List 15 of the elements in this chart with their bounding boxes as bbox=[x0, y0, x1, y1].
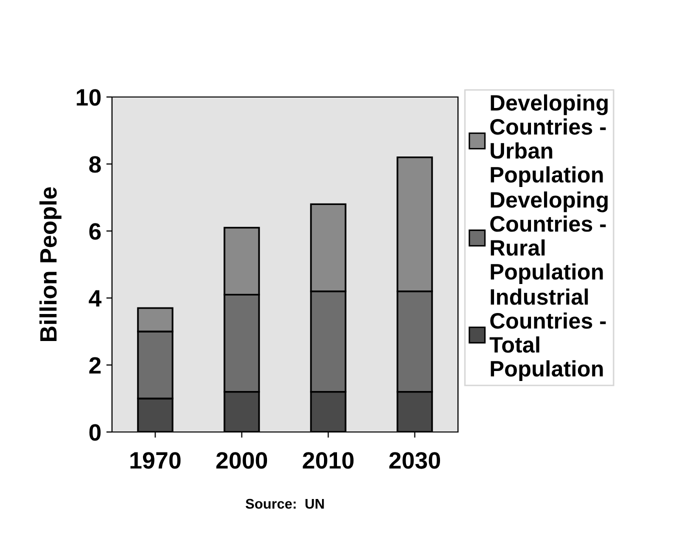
legend-label: Industrial Countries - Total Population bbox=[490, 288, 606, 382]
legend-label: Developing Countries - Urban Population bbox=[490, 94, 608, 187]
legend-label: Developing Countries - Rural Population bbox=[490, 191, 608, 284]
y-tick-label: 2 bbox=[89, 357, 101, 374]
y-tick-label: 10 bbox=[76, 89, 101, 106]
x-tick-label: 1970 bbox=[130, 452, 181, 469]
x-tick-label: 2010 bbox=[302, 452, 354, 469]
x-tick-label: 2030 bbox=[389, 452, 440, 469]
y-tick-label: 8 bbox=[89, 156, 101, 173]
y-tick-label: 6 bbox=[89, 223, 101, 240]
y-axis-title: Billion People bbox=[39, 187, 62, 341]
y-tick-label: 0 bbox=[89, 424, 101, 441]
source-note: Source: UN bbox=[246, 498, 324, 509]
x-tick-label: 2000 bbox=[216, 452, 268, 469]
y-tick-label: 4 bbox=[88, 290, 102, 307]
